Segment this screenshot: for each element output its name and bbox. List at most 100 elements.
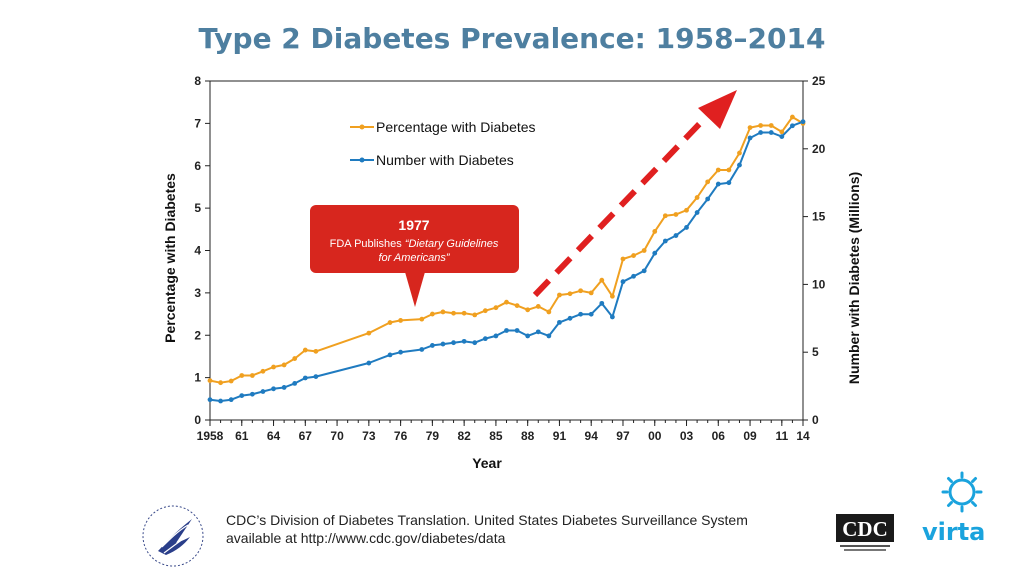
page-title: Type 2 Diabetes Prevalence: 1958–2014 xyxy=(198,22,826,55)
data-point-number xyxy=(429,343,435,348)
x-tick-label: 73 xyxy=(362,429,376,443)
data-point-number xyxy=(641,268,647,274)
data-point-percentage xyxy=(779,129,785,135)
data-point-number xyxy=(673,233,679,238)
data-point-percentage xyxy=(609,293,615,299)
data-point-percentage xyxy=(472,312,478,318)
data-point-number xyxy=(599,300,605,306)
data-point-number xyxy=(652,250,658,256)
data-point-percentage xyxy=(737,150,742,156)
data-point-percentage xyxy=(705,179,711,185)
x-tick-label: 82 xyxy=(457,429,471,443)
callout-1977: 1977 FDA Publishes “Dietary Guidelines f… xyxy=(310,205,519,307)
left-tick-label: 2 xyxy=(194,328,201,342)
x-tick-label: 06 xyxy=(712,429,726,443)
left-tick-label: 0 xyxy=(194,413,201,427)
data-point-number xyxy=(747,135,753,141)
data-point-percentage xyxy=(249,373,255,378)
trend-arrow-shaft xyxy=(532,112,711,298)
right-tick-label: 10 xyxy=(812,277,826,291)
data-point-number xyxy=(737,162,742,168)
data-point-percentage xyxy=(684,207,689,213)
data-point-number xyxy=(440,341,446,347)
trend-arrow xyxy=(532,90,737,298)
data-point-percentage xyxy=(525,307,531,313)
data-point-percentage xyxy=(662,213,668,219)
data-point-percentage xyxy=(726,167,732,173)
data-point-percentage xyxy=(673,212,679,217)
right-tick-label: 5 xyxy=(812,345,819,359)
data-point-percentage xyxy=(557,292,562,298)
left-axis-title: Percentage with Diabetes xyxy=(162,173,178,343)
right-tick-label: 20 xyxy=(812,142,826,156)
data-point-number xyxy=(218,398,223,404)
left-tick-label: 5 xyxy=(194,201,201,215)
left-tick-label: 7 xyxy=(194,116,201,130)
data-point-number xyxy=(482,336,488,342)
data-point-number xyxy=(790,123,795,129)
data-point-percentage xyxy=(218,380,223,386)
legend-number-marker xyxy=(359,157,365,163)
data-point-number xyxy=(239,393,245,398)
callout-text-line1: FDA Publishes “Dietary Guidelines xyxy=(330,238,499,250)
data-point-number xyxy=(715,181,721,187)
left-tick-label: 6 xyxy=(194,159,201,173)
cdc-logo-text: CDC xyxy=(842,517,888,541)
x-tick-label: 14 xyxy=(796,429,810,443)
left-tick-label: 1 xyxy=(194,371,201,385)
hhs-logo xyxy=(142,505,204,567)
source-line-1: CDC’s Division of Diabetes Translation. … xyxy=(226,512,748,528)
legend: Percentage with Diabetes Number with Dia… xyxy=(350,119,536,168)
data-point-percentage xyxy=(461,310,467,316)
x-tick-label: 64 xyxy=(267,429,281,443)
data-point-percentage xyxy=(482,308,488,314)
data-point-number xyxy=(387,352,393,358)
x-tick-label: 70 xyxy=(330,429,344,443)
data-point-number xyxy=(514,328,520,333)
trend-arrow-head xyxy=(698,90,737,129)
data-point-number xyxy=(228,397,234,403)
data-point-percentage xyxy=(790,114,795,120)
x-tick-label: 88 xyxy=(521,429,535,443)
data-point-number xyxy=(525,333,531,339)
left-tick-label: 3 xyxy=(194,286,201,300)
data-point-number xyxy=(631,273,636,279)
data-point-percentage xyxy=(207,378,213,383)
right-axis-title: Number with Diabetes (Millions) xyxy=(846,172,862,384)
data-point-number xyxy=(207,397,213,403)
data-point-percentage xyxy=(567,291,573,297)
data-point-number xyxy=(461,338,467,344)
data-point-number xyxy=(302,375,308,381)
x-tick-label: 85 xyxy=(489,429,503,443)
data-point-number xyxy=(398,349,404,355)
right-tick-label: 0 xyxy=(812,413,819,427)
source-line-2: available at http://www.cdc.gov/diabetes… xyxy=(226,530,506,546)
data-point-percentage xyxy=(387,320,393,325)
data-point-percentage xyxy=(652,229,658,234)
data-point-number xyxy=(758,130,764,135)
data-point-number xyxy=(292,380,298,386)
cdc-logo: CDC xyxy=(836,514,894,551)
x-tick-label: 79 xyxy=(426,429,440,443)
x-tick-label: 76 xyxy=(394,429,408,443)
source-citation: CDC’s Division of Diabetes Translation. … xyxy=(226,511,748,547)
x-tick-label: 67 xyxy=(299,429,313,443)
x-tick-label: 00 xyxy=(648,429,662,443)
data-point-number xyxy=(419,347,425,352)
data-point-percentage xyxy=(758,123,764,128)
data-point-number xyxy=(684,225,689,230)
callout-box xyxy=(310,205,519,273)
data-point-number xyxy=(694,210,700,215)
data-point-percentage xyxy=(281,362,287,368)
data-point-percentage xyxy=(578,288,584,294)
data-point-percentage xyxy=(504,299,509,305)
data-point-number xyxy=(726,180,732,186)
x-tick-label: 91 xyxy=(553,429,567,443)
data-point-number xyxy=(609,314,615,320)
x-tick-label: 03 xyxy=(680,429,694,443)
data-point-number xyxy=(662,238,668,244)
x-tick-label: 1958 xyxy=(197,429,224,443)
left-tick-label: 4 xyxy=(194,244,201,258)
data-point-number xyxy=(800,119,806,125)
